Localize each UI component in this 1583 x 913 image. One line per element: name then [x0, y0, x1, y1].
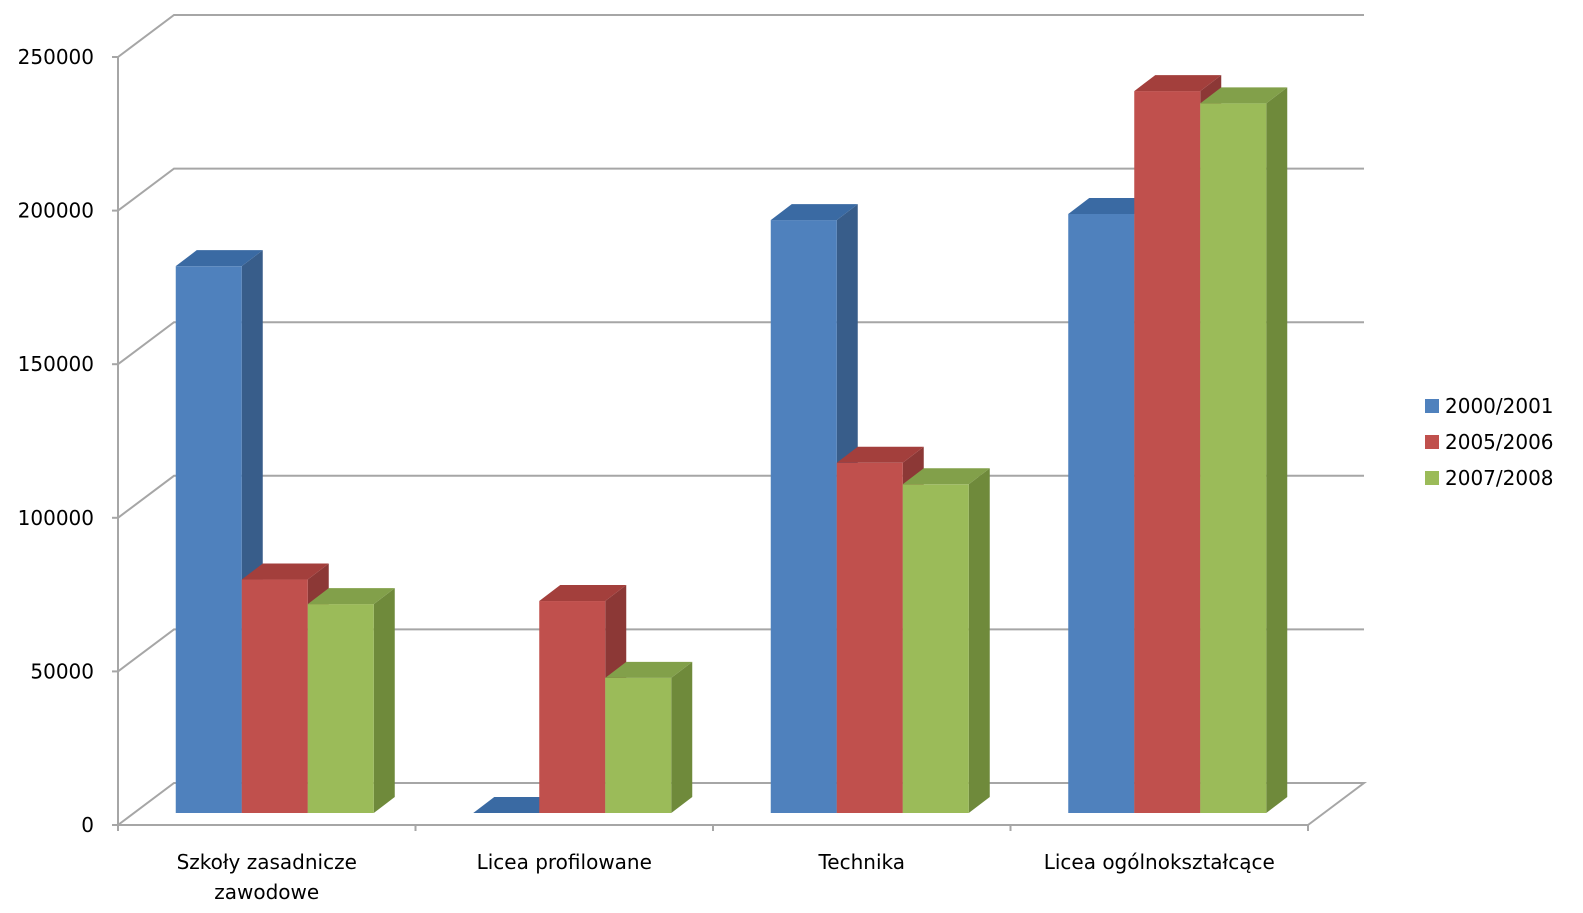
bar-side — [968, 468, 990, 813]
gridline — [117, 167, 1364, 212]
x-category-label: Licea ogólnokształcące — [1044, 850, 1275, 874]
floor-edge — [117, 782, 1367, 826]
bar — [770, 220, 837, 813]
bar — [1068, 213, 1135, 813]
bar — [1134, 91, 1201, 813]
bar — [902, 484, 969, 813]
bar-side — [671, 661, 693, 813]
gridline — [117, 14, 1364, 58]
legend-swatch — [1425, 399, 1439, 413]
legend-swatch — [1425, 435, 1439, 449]
bar — [1200, 103, 1267, 814]
x-category-label: Licea profilowane — [477, 850, 652, 874]
bar — [307, 604, 374, 813]
bar-top — [902, 468, 990, 485]
bar — [175, 266, 242, 814]
bar-top — [539, 585, 627, 602]
x-category-label: Szkoły zasadnicze — [177, 850, 357, 874]
bar-top — [1134, 75, 1222, 92]
bar-side — [373, 588, 395, 813]
x-category-label: Technika — [817, 850, 905, 874]
x-category-label: zawodowe — [214, 880, 319, 904]
bar-top — [175, 250, 263, 267]
bar — [241, 579, 308, 813]
bar-top — [770, 204, 858, 221]
bar — [605, 677, 672, 813]
bar — [836, 462, 903, 813]
bar — [539, 601, 606, 813]
bar-top — [605, 661, 693, 678]
legend-swatch — [1425, 471, 1439, 485]
bar-top — [473, 797, 561, 813]
legend-label: 2000/2001 — [1445, 394, 1554, 418]
y-tick-label: 200000 — [18, 199, 94, 223]
y-tick-label: 50000 — [30, 659, 94, 683]
bar-top — [1068, 197, 1156, 214]
y-tick-label: 0 — [81, 813, 94, 837]
legend-label: 2005/2006 — [1445, 430, 1554, 454]
bar-side — [1266, 87, 1288, 814]
y-tick-label: 250000 — [18, 45, 94, 69]
bar-top — [836, 446, 924, 463]
bar-top — [307, 588, 395, 605]
bar-top — [241, 563, 329, 580]
y-tick-label: 150000 — [18, 352, 94, 376]
bar-top — [1200, 87, 1288, 104]
gridline — [117, 321, 1364, 366]
legend-label: 2007/2008 — [1445, 466, 1554, 490]
y-tick-label: 100000 — [18, 506, 94, 530]
